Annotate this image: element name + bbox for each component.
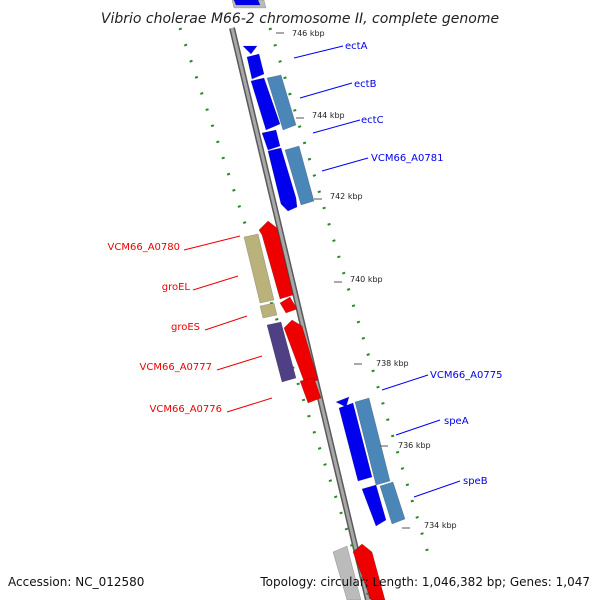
- gene-label-VCM66_A0776: VCM66_A0776: [150, 404, 222, 415]
- VCM66_A0780-gene: [258, 220, 294, 300]
- ectA-gene: [246, 53, 265, 80]
- leader-line: [192, 275, 239, 291]
- backbone: [230, 27, 370, 600]
- bottom-gray-feature: [332, 545, 362, 600]
- leader-line: [312, 119, 361, 134]
- tick-label: 746 kbp: [292, 29, 325, 38]
- gene-label-speA: speA: [444, 416, 469, 427]
- leader-line: [293, 45, 344, 59]
- speA-gene: [338, 402, 373, 482]
- speA-cog: [354, 397, 391, 486]
- VCM66_A0775-arrow: [335, 396, 350, 408]
- gene-label-ectA: ectA: [345, 41, 368, 52]
- feature-labels: ectA ectB ectC VCM66_A0781 VCM66_A0775 speA sp…: [108, 41, 503, 487]
- leader-line: [216, 355, 263, 371]
- ectB-cog: [266, 74, 297, 131]
- tick-label: 736 kbp: [398, 441, 431, 450]
- leader-line: [381, 374, 429, 391]
- leader-line: [321, 157, 369, 172]
- gene-label-ectB: ectB: [354, 79, 377, 90]
- tick-label: 738 kbp: [376, 359, 409, 368]
- tick-marks: 746 kbp 744 kbp 742 kbp 740 kbp 738 kbp 736 k…: [276, 29, 457, 530]
- ectA-arrow: [242, 45, 258, 55]
- VCM66_A0781-gene: [267, 147, 298, 212]
- leader-line: [299, 82, 353, 99]
- feature-track: [231, 0, 406, 600]
- ectB-gene: [250, 77, 281, 131]
- bottom-red-feature: [352, 543, 386, 600]
- accession-text: Accession: NC_012580: [8, 575, 144, 589]
- tick-label: 740 kbp: [350, 275, 383, 284]
- tick-label: 734 kbp: [424, 521, 457, 530]
- gene-label-groES: groES: [171, 322, 200, 333]
- feature-top-forward: [233, 0, 261, 6]
- VCM66_A0777-gene: [283, 319, 319, 385]
- map-title: Vibrio cholerae M66-2 chromosome II, com…: [101, 11, 499, 27]
- gene-label-VCM66_A0775: VCM66_A0775: [430, 370, 502, 381]
- speB-gene: [361, 484, 387, 527]
- gene-label-groEL: groEL: [162, 282, 191, 293]
- summary-text: Topology: circular; Length: 1,046,382 bp…: [259, 575, 590, 589]
- groES-gene: [279, 296, 298, 314]
- ectC-gene: [261, 129, 281, 151]
- VCM66_A0781-cog: [284, 145, 315, 206]
- VCM66_A0780-cog: [243, 233, 275, 304]
- speB-cog: [379, 481, 406, 525]
- label-leaders: [183, 45, 461, 498]
- gene-label-VCM66_A0781: VCM66_A0781: [371, 153, 443, 164]
- groES-cog: [259, 302, 278, 319]
- VCM66_A0776-gene: [299, 377, 322, 404]
- gene-label-VCM66_A0777: VCM66_A0777: [140, 362, 212, 373]
- tick-label: 742 kbp: [330, 192, 363, 201]
- leader-line: [413, 480, 461, 498]
- tick-label: 744 kbp: [312, 111, 345, 120]
- leader-line: [395, 419, 441, 436]
- VCM66_A0777-cog: [266, 321, 297, 383]
- leader-line: [226, 397, 273, 413]
- leader-line: [204, 315, 248, 331]
- gene-label-speB: speB: [463, 476, 488, 487]
- gene-label-VCM66_A0780: VCM66_A0780: [108, 242, 180, 253]
- gene-label-ectC: ectC: [361, 115, 384, 126]
- leader-line: [183, 235, 241, 251]
